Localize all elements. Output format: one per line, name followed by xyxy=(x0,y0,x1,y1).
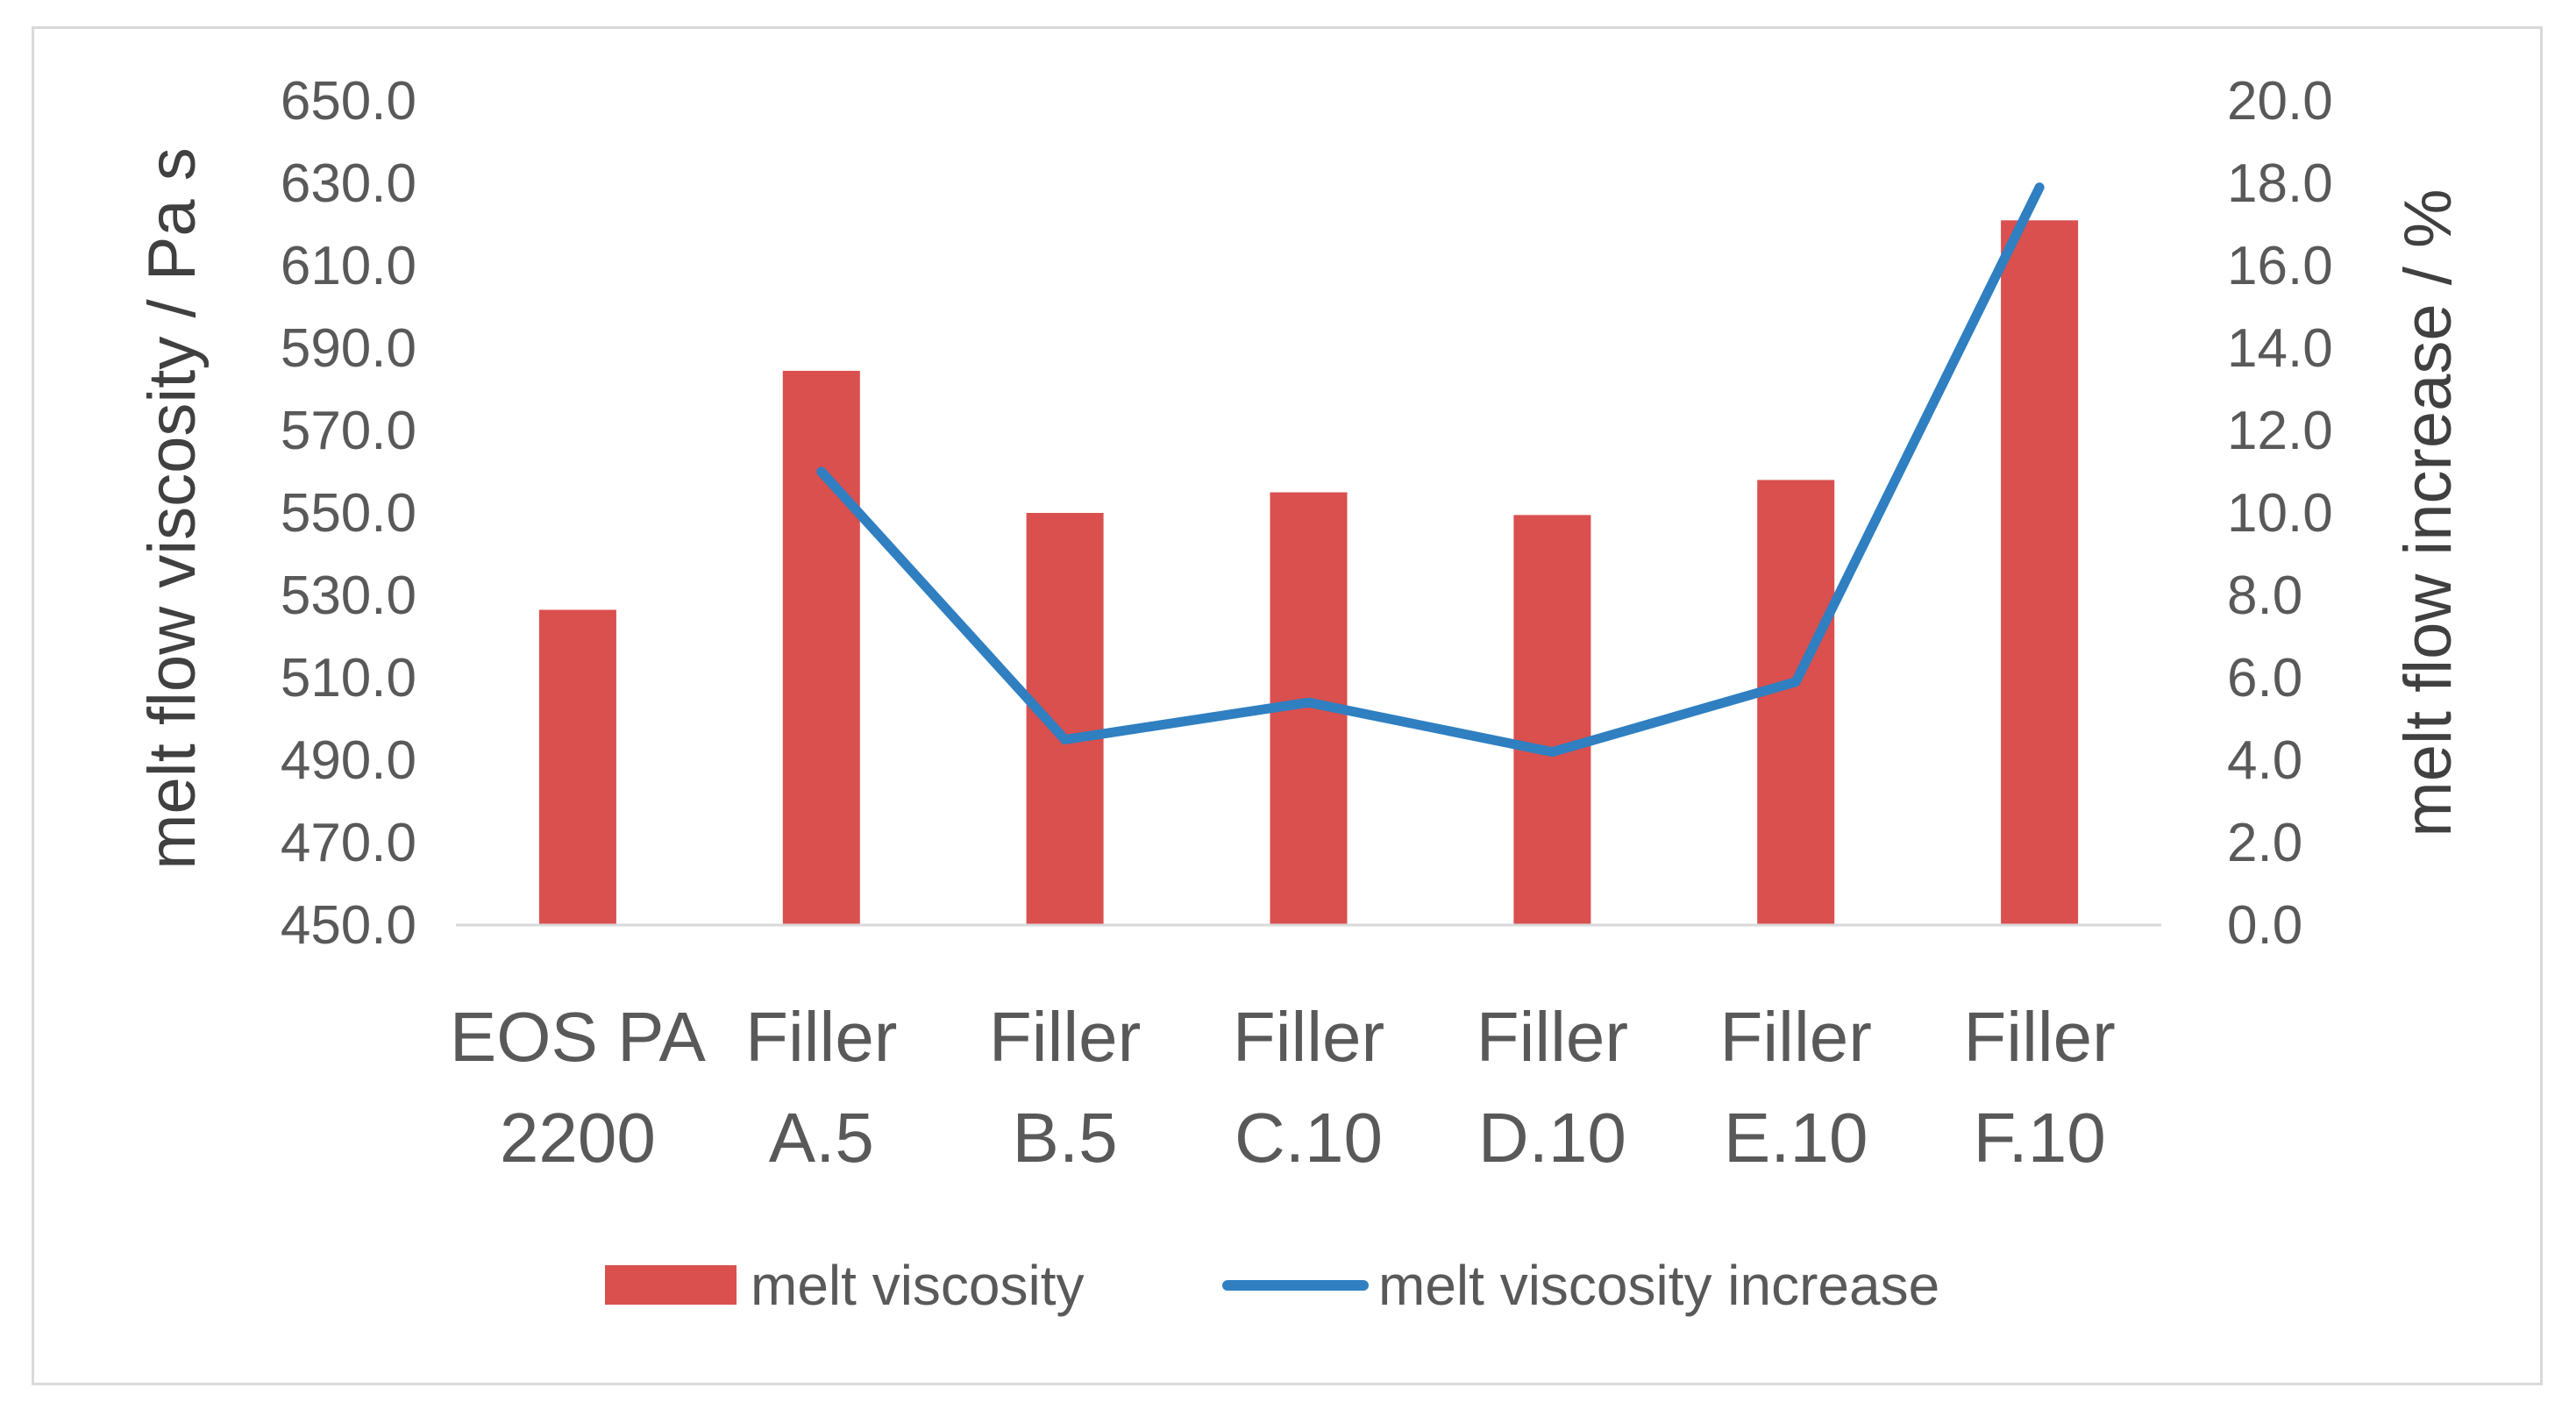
category-label-2-0: Filler xyxy=(989,998,1141,1076)
category-label-0-0: EOS PA xyxy=(450,998,707,1076)
left-tick-9: 630.0 xyxy=(281,153,416,214)
right-tick-4: 8.0 xyxy=(2227,566,2302,626)
category-label-0-1: 2200 xyxy=(500,1099,656,1177)
category-label-6-0: Filler xyxy=(1963,998,2115,1076)
left-axis-ticks: 450.0 470.0 490.0 510.0 530.0 550.0 570.0 590.0… xyxy=(281,71,416,956)
right-tick-1: 2.0 xyxy=(2227,813,2302,873)
left-axis-title: melt flow viscosity / Pa s xyxy=(135,147,210,870)
bar-4 xyxy=(1513,515,1591,925)
bar-5 xyxy=(1757,480,1835,925)
legend-line-label: melt viscosity increase xyxy=(1378,1254,1939,1317)
right-tick-7: 14.0 xyxy=(2227,318,2333,379)
right-tick-3: 6.0 xyxy=(2227,648,2302,708)
right-tick-9: 18.0 xyxy=(2227,153,2333,214)
right-axis-ticks: 0.0 2.0 4.0 6.0 8.0 10.0 12.0 14.0 16.0 18.0 20.0 xyxy=(2227,71,2333,956)
bar-1 xyxy=(782,370,860,925)
left-tick-10: 650.0 xyxy=(281,71,416,132)
right-axis-title: melt flow increase / % xyxy=(2391,189,2466,836)
category-label-3-0: Filler xyxy=(1233,998,1384,1076)
category-label-1-1: A.5 xyxy=(769,1099,874,1177)
left-tick-4: 530.0 xyxy=(281,566,416,626)
category-label-4-1: D.10 xyxy=(1478,1099,1626,1177)
legend-bar-label: melt viscosity xyxy=(751,1254,1085,1317)
right-tick-2: 4.0 xyxy=(2227,730,2302,791)
legend-bar-swatch xyxy=(605,1265,737,1305)
left-tick-6: 570.0 xyxy=(281,401,416,461)
category-label-6-1: F.10 xyxy=(1973,1099,2105,1177)
left-tick-0: 450.0 xyxy=(281,895,416,956)
category-label-3-1: C.10 xyxy=(1235,1099,1383,1177)
category-label-5-0: Filler xyxy=(1720,998,1872,1076)
category-label-2-1: B.5 xyxy=(1013,1099,1118,1177)
left-tick-7: 590.0 xyxy=(281,318,416,379)
right-tick-10: 20.0 xyxy=(2227,71,2333,132)
right-tick-5: 10.0 xyxy=(2227,483,2333,544)
bar-6 xyxy=(2001,220,2079,926)
line-layer xyxy=(816,182,2045,758)
category-label-1-0: Filler xyxy=(745,998,897,1076)
right-tick-0: 0.0 xyxy=(2227,895,2302,956)
category-labels: EOS PA 2200 Filler A.5 Filler B.5 Filler C.10 Fi… xyxy=(450,998,2116,1177)
left-tick-5: 550.0 xyxy=(281,483,416,544)
bar-0 xyxy=(538,609,616,925)
right-tick-8: 16.0 xyxy=(2227,236,2333,296)
right-tick-6: 12.0 xyxy=(2227,401,2333,461)
category-label-5-1: E.10 xyxy=(1724,1099,1868,1177)
left-tick-3: 510.0 xyxy=(281,648,416,708)
viscosity-increase-line xyxy=(816,182,2045,758)
bar-2 xyxy=(1026,513,1104,925)
left-tick-1: 470.0 xyxy=(281,813,416,873)
category-label-4-0: Filler xyxy=(1477,998,1628,1076)
left-tick-8: 610.0 xyxy=(281,236,416,296)
left-tick-2: 490.0 xyxy=(281,730,416,791)
legend: melt viscosity melt viscosity increase xyxy=(605,1254,1939,1317)
